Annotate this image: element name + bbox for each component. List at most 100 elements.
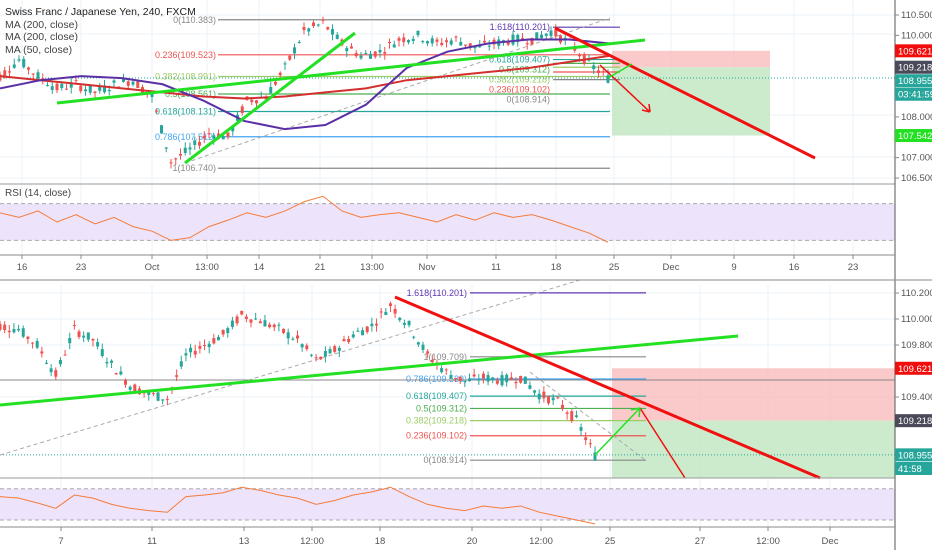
candle-body xyxy=(459,41,463,46)
candle-body xyxy=(314,357,318,359)
candle-body xyxy=(449,40,453,45)
candle-body xyxy=(288,55,292,60)
candle-body xyxy=(272,324,276,328)
candle-body xyxy=(17,59,21,61)
time-tick-label: 13:00 xyxy=(195,262,219,273)
candle-body xyxy=(449,375,453,379)
candle-body xyxy=(96,342,100,347)
candle-body xyxy=(26,336,30,339)
chart-legend: Swiss Franc / Japanese Yen, 240, FXCM MA… xyxy=(5,6,196,56)
candle-body xyxy=(230,320,234,327)
candle-body xyxy=(421,344,425,350)
candle-body xyxy=(49,368,53,373)
candle-body xyxy=(7,330,11,333)
candle-body xyxy=(250,99,254,103)
candle-body xyxy=(63,354,67,356)
price-tag-label: 109.218 xyxy=(898,416,932,427)
candle-body xyxy=(335,34,339,39)
candle-body xyxy=(136,81,140,88)
candle-body xyxy=(560,404,564,409)
green-arrow xyxy=(607,63,633,79)
candle-body xyxy=(183,147,187,153)
candle-body xyxy=(114,373,118,375)
time-tick-label: Oct xyxy=(145,262,160,273)
candle-body xyxy=(458,376,462,381)
candle-body xyxy=(277,324,281,326)
candle-body xyxy=(472,374,476,377)
candle-body xyxy=(554,29,558,37)
candle-body xyxy=(179,361,183,367)
candle-body xyxy=(487,45,491,47)
time-tick-label: 13:00 xyxy=(360,262,384,273)
candle-body xyxy=(356,330,360,332)
rsi-line xyxy=(0,195,609,243)
price-tag xyxy=(895,414,932,428)
price-tick-label: 110.000 xyxy=(901,30,932,41)
candle-body xyxy=(278,72,282,76)
candle-body xyxy=(369,53,372,59)
candle-body xyxy=(547,396,551,404)
candle-body xyxy=(12,64,16,68)
candle-body xyxy=(519,375,523,383)
candle-body xyxy=(407,40,410,43)
candle-body xyxy=(379,311,383,313)
candle-body xyxy=(333,346,337,352)
legend-ma200-a[interactable]: MA (200, close) xyxy=(5,18,78,31)
candle-body xyxy=(528,385,532,389)
candle-body xyxy=(454,36,458,38)
fib-level-label: 0.5(109.312) xyxy=(416,403,467,413)
candle-body xyxy=(133,384,137,392)
candle-body xyxy=(535,32,539,40)
rsi-band xyxy=(0,203,895,241)
legend-ma200-b[interactable]: MA (200, close) xyxy=(5,31,78,43)
price-tick-label: 110.500 xyxy=(901,10,932,21)
candle-body xyxy=(592,65,596,70)
candle-body xyxy=(426,351,430,354)
candle-body xyxy=(54,370,58,377)
candle-body xyxy=(216,336,220,341)
candle-body xyxy=(402,322,406,325)
price-tick-label: 106.500 xyxy=(901,173,932,184)
legend-ma50[interactable]: MA (50, close) xyxy=(5,43,73,56)
green-arrow-head xyxy=(630,407,641,418)
fib-level-label: 1(109.709) xyxy=(423,352,467,362)
candle-body xyxy=(606,75,610,83)
candle-body xyxy=(291,338,295,340)
candle-body xyxy=(65,88,68,90)
candle-body xyxy=(21,328,25,337)
candle-body xyxy=(147,391,151,395)
candle-body xyxy=(430,38,434,44)
fib-level-label: 0.618(109.407) xyxy=(406,391,467,401)
candle-body xyxy=(0,323,2,330)
time-tick-label: 11 xyxy=(491,262,501,273)
candle-body xyxy=(516,34,520,43)
symbol-title: Swiss Franc / Japanese Yen, 240, FXCM xyxy=(5,6,196,18)
candle-body xyxy=(293,47,296,54)
candle-body xyxy=(169,162,173,164)
candle-body xyxy=(155,110,159,112)
candle-body xyxy=(103,85,106,93)
fib-level-label: 0.786(109.539) xyxy=(406,374,467,384)
fib-level-label: 0.236(109.102) xyxy=(489,85,550,95)
candle-body xyxy=(407,320,411,326)
price-tag-label: 109.621 xyxy=(898,364,932,375)
candle-body xyxy=(375,323,379,326)
candle-body xyxy=(203,344,207,346)
candle-body xyxy=(588,443,592,445)
candle-body xyxy=(40,351,44,354)
candle-body xyxy=(347,338,351,343)
candle-body xyxy=(12,329,16,333)
candle-body xyxy=(601,71,605,73)
candle-body xyxy=(124,380,128,385)
candle-body xyxy=(473,47,477,49)
candle-body xyxy=(579,427,583,431)
candle-body xyxy=(82,335,86,338)
candle-body xyxy=(542,391,546,399)
candle-body xyxy=(3,324,7,331)
candle-body xyxy=(511,34,515,45)
candle-body xyxy=(235,316,239,324)
candle-body xyxy=(345,48,349,52)
price-tag-label: 107.542 xyxy=(898,131,932,142)
candle-body xyxy=(254,318,258,320)
